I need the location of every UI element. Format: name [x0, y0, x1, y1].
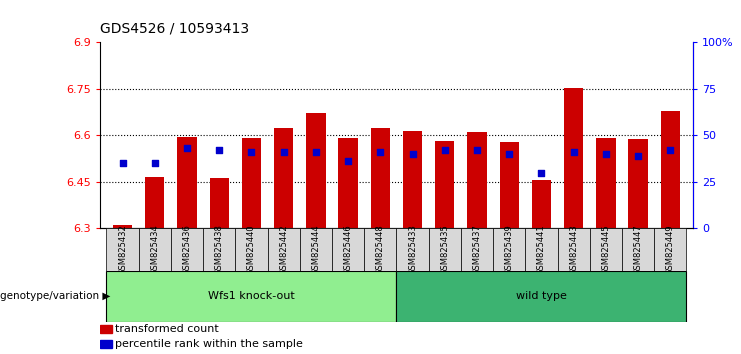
Bar — [177, 137, 196, 228]
Text: genotype/variation ▶: genotype/variation ▶ — [0, 291, 110, 302]
Text: GSM825446: GSM825446 — [344, 224, 353, 275]
Text: GSM825448: GSM825448 — [376, 224, 385, 275]
FancyBboxPatch shape — [525, 228, 557, 271]
Text: GSM825437: GSM825437 — [473, 224, 482, 275]
Text: GSM825441: GSM825441 — [537, 224, 546, 275]
Point — [471, 148, 483, 153]
Text: GSM825440: GSM825440 — [247, 224, 256, 275]
FancyBboxPatch shape — [396, 228, 428, 271]
Text: GSM825447: GSM825447 — [634, 224, 642, 275]
Point — [600, 151, 612, 157]
Text: GSM825439: GSM825439 — [505, 224, 514, 275]
Text: GSM825436: GSM825436 — [182, 224, 191, 275]
Point — [213, 148, 225, 153]
FancyBboxPatch shape — [203, 228, 236, 271]
Point — [149, 160, 161, 166]
Bar — [403, 131, 422, 228]
Bar — [435, 141, 454, 228]
Point — [439, 148, 451, 153]
Text: GSM825449: GSM825449 — [665, 224, 675, 275]
Text: GDS4526 / 10593413: GDS4526 / 10593413 — [100, 21, 249, 35]
FancyBboxPatch shape — [300, 228, 332, 271]
Bar — [100, 340, 112, 348]
Point — [278, 149, 290, 155]
FancyBboxPatch shape — [139, 228, 171, 271]
Point — [536, 170, 548, 176]
Text: GSM825438: GSM825438 — [215, 224, 224, 275]
FancyBboxPatch shape — [428, 228, 461, 271]
Point — [632, 153, 644, 159]
Bar — [628, 138, 648, 228]
FancyBboxPatch shape — [236, 228, 268, 271]
Bar — [339, 138, 358, 228]
FancyBboxPatch shape — [557, 228, 590, 271]
Text: GSM825434: GSM825434 — [150, 224, 159, 275]
FancyBboxPatch shape — [396, 271, 686, 322]
FancyBboxPatch shape — [365, 228, 396, 271]
FancyBboxPatch shape — [590, 228, 622, 271]
Bar — [370, 128, 390, 228]
Bar — [532, 180, 551, 228]
Bar — [274, 128, 293, 228]
Text: Wfs1 knock-out: Wfs1 knock-out — [208, 291, 295, 302]
Point — [181, 145, 193, 151]
Text: GSM825435: GSM825435 — [440, 224, 449, 275]
Bar — [113, 225, 132, 228]
Point — [665, 148, 677, 153]
Bar — [100, 325, 112, 333]
Bar — [564, 88, 583, 228]
FancyBboxPatch shape — [622, 228, 654, 271]
FancyBboxPatch shape — [107, 228, 139, 271]
Point — [245, 149, 257, 155]
Text: GSM825442: GSM825442 — [279, 224, 288, 275]
Text: transformed count: transformed count — [115, 324, 219, 334]
FancyBboxPatch shape — [461, 228, 493, 271]
Point — [310, 149, 322, 155]
Text: wild type: wild type — [516, 291, 567, 302]
FancyBboxPatch shape — [268, 228, 300, 271]
Point — [407, 151, 419, 157]
FancyBboxPatch shape — [654, 228, 686, 271]
Bar — [499, 142, 519, 228]
Point — [568, 149, 579, 155]
Bar — [597, 138, 616, 228]
Bar — [145, 177, 165, 228]
Point — [116, 160, 128, 166]
Text: GSM825433: GSM825433 — [408, 224, 417, 275]
Bar — [661, 111, 680, 228]
FancyBboxPatch shape — [107, 271, 396, 322]
Text: GSM825443: GSM825443 — [569, 224, 578, 275]
Text: percentile rank within the sample: percentile rank within the sample — [115, 339, 303, 349]
Point — [503, 151, 515, 157]
Bar — [468, 132, 487, 228]
Bar — [242, 138, 261, 228]
Point — [374, 149, 386, 155]
FancyBboxPatch shape — [332, 228, 365, 271]
FancyBboxPatch shape — [171, 228, 203, 271]
Text: GSM825444: GSM825444 — [311, 224, 320, 275]
Bar — [306, 113, 325, 228]
FancyBboxPatch shape — [493, 228, 525, 271]
Text: GSM825445: GSM825445 — [602, 224, 611, 275]
Text: GSM825432: GSM825432 — [118, 224, 127, 275]
Bar — [210, 178, 229, 228]
Point — [342, 159, 354, 164]
